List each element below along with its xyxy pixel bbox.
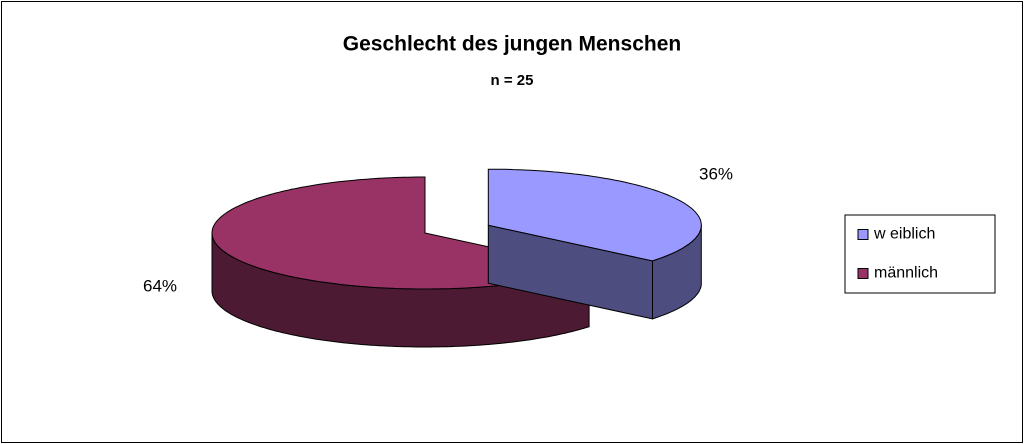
pie bbox=[211, 168, 702, 348]
data-label: 64% bbox=[143, 276, 177, 295]
legend-label: w eiblich bbox=[873, 226, 935, 243]
data-label: 36% bbox=[699, 164, 733, 183]
legend-swatch bbox=[857, 268, 869, 279]
chart-title: Geschlecht des jungen Menschen bbox=[343, 33, 681, 56]
legend-label: männlich bbox=[874, 265, 938, 282]
legend-box bbox=[844, 214, 996, 294]
pie-slice bbox=[487, 168, 702, 262]
legend-swatch bbox=[857, 229, 869, 240]
chart-subtitle: n = 25 bbox=[491, 72, 534, 89]
